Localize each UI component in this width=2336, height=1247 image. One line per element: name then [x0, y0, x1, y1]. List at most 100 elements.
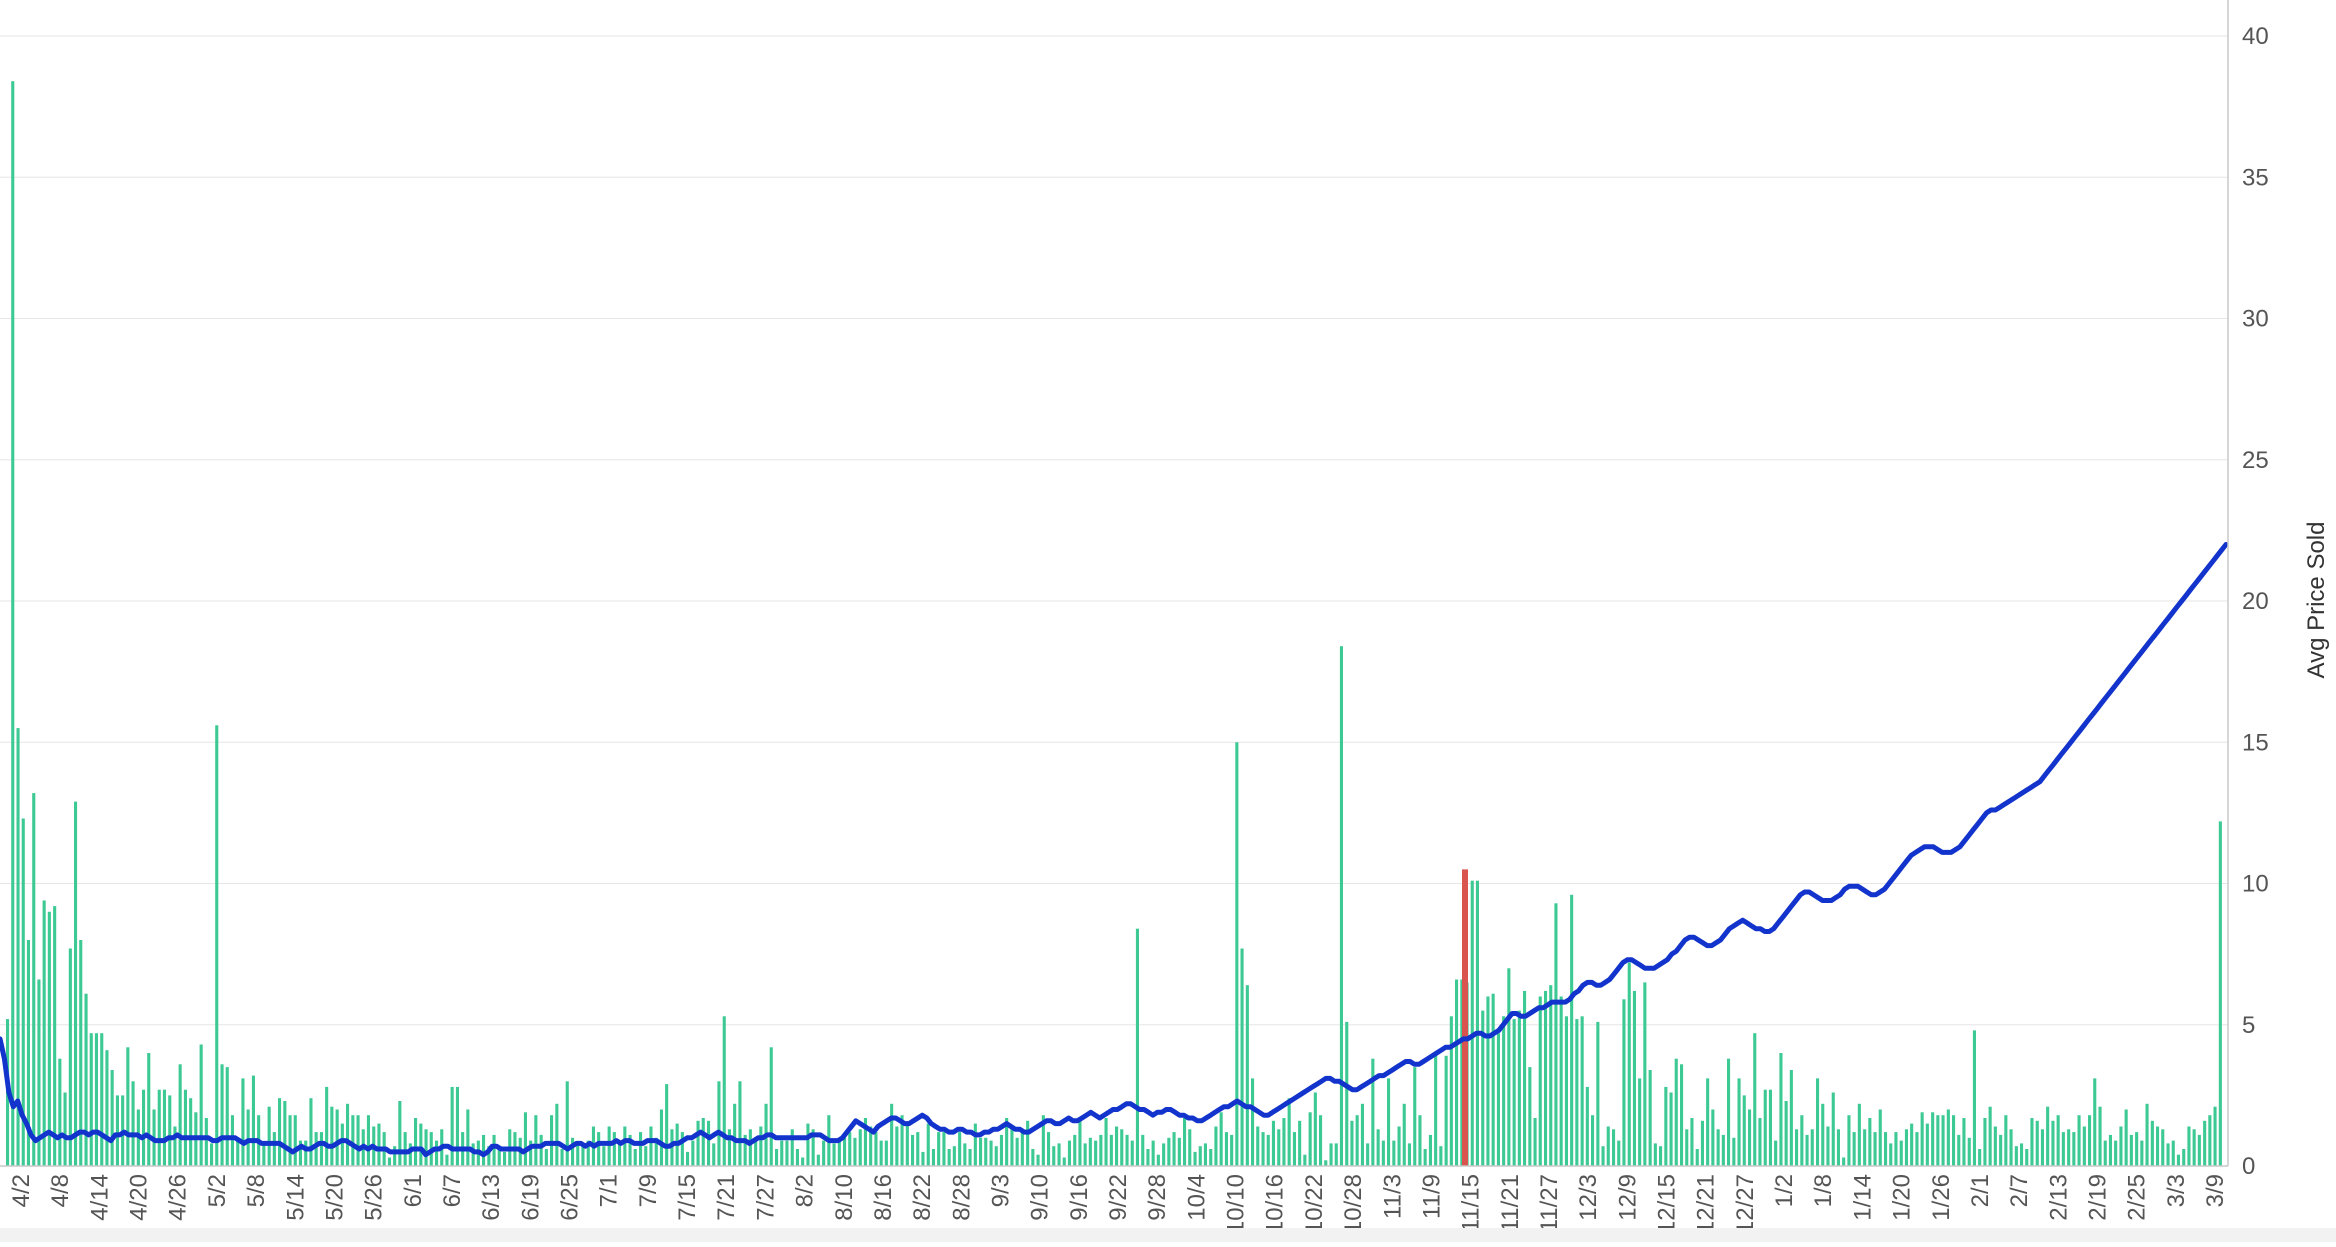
volume-bar — [246, 1109, 250, 1166]
volume-bar — [178, 1064, 182, 1166]
volume-bar — [727, 1129, 731, 1166]
volume-bar — [1230, 1134, 1234, 1166]
volume-bar — [2119, 1126, 2123, 1166]
volume-bar — [1413, 1067, 1417, 1166]
volume-bar — [241, 1078, 245, 1166]
volume-bar — [1486, 996, 1490, 1166]
volume-bar — [1768, 1089, 1772, 1166]
volume-bar — [1795, 1129, 1799, 1166]
avg-price-series-line — [0, 542, 2229, 1158]
volume-bar — [1889, 1143, 1893, 1166]
x-tick-label: 2/7 — [2006, 1174, 2033, 1207]
volume-bar — [1523, 990, 1527, 1166]
x-tick-label: 2/19 — [2085, 1174, 2112, 1221]
volume-bar — [293, 1115, 297, 1166]
volume-bar — [759, 1126, 763, 1166]
volume-bar — [1748, 1109, 1752, 1166]
volume-bar — [492, 1134, 496, 1166]
volume-bar — [377, 1123, 381, 1166]
volume-bar — [183, 1089, 187, 1166]
volume-bar — [1627, 962, 1631, 1166]
volume-bar — [1716, 1129, 1720, 1166]
y-tick-label: 25 — [2242, 447, 2269, 474]
volume-bar — [2088, 1115, 2092, 1166]
x-tick-label: 6/13 — [478, 1174, 505, 1221]
y-tick-label: 5 — [2242, 1012, 2255, 1039]
x-tick-label: 6/7 — [439, 1174, 466, 1207]
volume-bar — [879, 1140, 883, 1166]
volume-bar — [659, 1109, 663, 1166]
volume-bar — [1721, 1134, 1725, 1166]
volume-bar — [853, 1137, 857, 1167]
volume-bar — [2098, 1106, 2102, 1166]
volume-bar — [1177, 1137, 1181, 1167]
volume-bar — [1313, 1092, 1317, 1166]
volume-bar — [931, 1149, 935, 1166]
volume-bar — [2156, 1126, 2160, 1166]
volume-bar — [1366, 1143, 1370, 1166]
volume-bar — [1999, 1134, 2003, 1166]
x-tick-label: 10/28 — [1340, 1174, 1367, 1234]
volume-bar — [1653, 1143, 1657, 1166]
volume-bar — [1287, 1098, 1291, 1166]
volume-bar — [288, 1115, 292, 1166]
volume-bar — [775, 1149, 779, 1166]
volume-bar — [1073, 1134, 1077, 1166]
x-tick-label: 8/2 — [792, 1174, 819, 1207]
volume-bar — [571, 1137, 575, 1167]
volume-bar — [680, 1132, 684, 1166]
volume-bar — [1125, 1134, 1129, 1166]
avg-price-line — [0, 542, 2229, 1158]
volume-bar — [1219, 1112, 1223, 1166]
volume-bar — [42, 900, 46, 1166]
volume-bar — [58, 1058, 62, 1166]
volume-bar — [550, 1115, 554, 1166]
volume-bars — [6, 81, 2222, 1167]
volume-bar — [1894, 1132, 1898, 1166]
x-tick-label: 10/10 — [1223, 1174, 1250, 1234]
volume-bar — [1952, 1115, 1956, 1166]
volume-bar — [1538, 996, 1542, 1166]
volume-bar — [1669, 1092, 1673, 1166]
volume-bar — [984, 1137, 988, 1167]
volume-bar — [2203, 1120, 2207, 1166]
volume-bar — [403, 1132, 407, 1166]
volume-bar — [466, 1109, 470, 1166]
volume-bar — [1350, 1120, 1354, 1166]
volume-bar — [105, 1050, 109, 1166]
volume-bar — [816, 1154, 820, 1166]
volume-bar — [1339, 646, 1343, 1166]
volume-bar — [1052, 1146, 1056, 1166]
volume-bar — [717, 1081, 721, 1167]
x-tick-label: 6/1 — [400, 1174, 427, 1207]
volume-bar — [848, 1132, 852, 1166]
volume-bar — [1931, 1112, 1935, 1166]
volume-bar — [1753, 1033, 1757, 1166]
volume-bar — [2040, 1129, 2044, 1166]
volume-bar — [2114, 1140, 2118, 1166]
volume-bar — [267, 1106, 271, 1166]
x-tick-label: 8/10 — [831, 1174, 858, 1221]
volume-bar — [204, 1118, 208, 1166]
volume-bar — [1899, 1140, 1903, 1166]
volume-bar — [1355, 1115, 1359, 1166]
volume-bar — [1115, 1126, 1119, 1166]
volume-bar — [1010, 1126, 1014, 1166]
x-tick-label: 7/15 — [674, 1174, 701, 1221]
volume-bar — [1491, 993, 1495, 1166]
volume-bar — [602, 1146, 606, 1166]
volume-bar — [795, 1149, 799, 1166]
volume-bar — [142, 1089, 146, 1166]
volume-bar — [309, 1098, 313, 1166]
volume-bar — [189, 1098, 193, 1166]
x-tick-label: 1/8 — [1810, 1174, 1837, 1207]
volume-bar — [895, 1126, 899, 1166]
volume-bar — [1852, 1132, 1856, 1166]
y-tick-label: 35 — [2242, 164, 2269, 191]
volume-bar — [523, 1112, 527, 1166]
volume-bar — [1575, 1019, 1579, 1166]
volume-bar — [1381, 1140, 1385, 1166]
volume-bar — [1695, 1149, 1699, 1166]
volume-bar — [2056, 1115, 2060, 1166]
volume-bar — [1732, 1137, 1736, 1167]
